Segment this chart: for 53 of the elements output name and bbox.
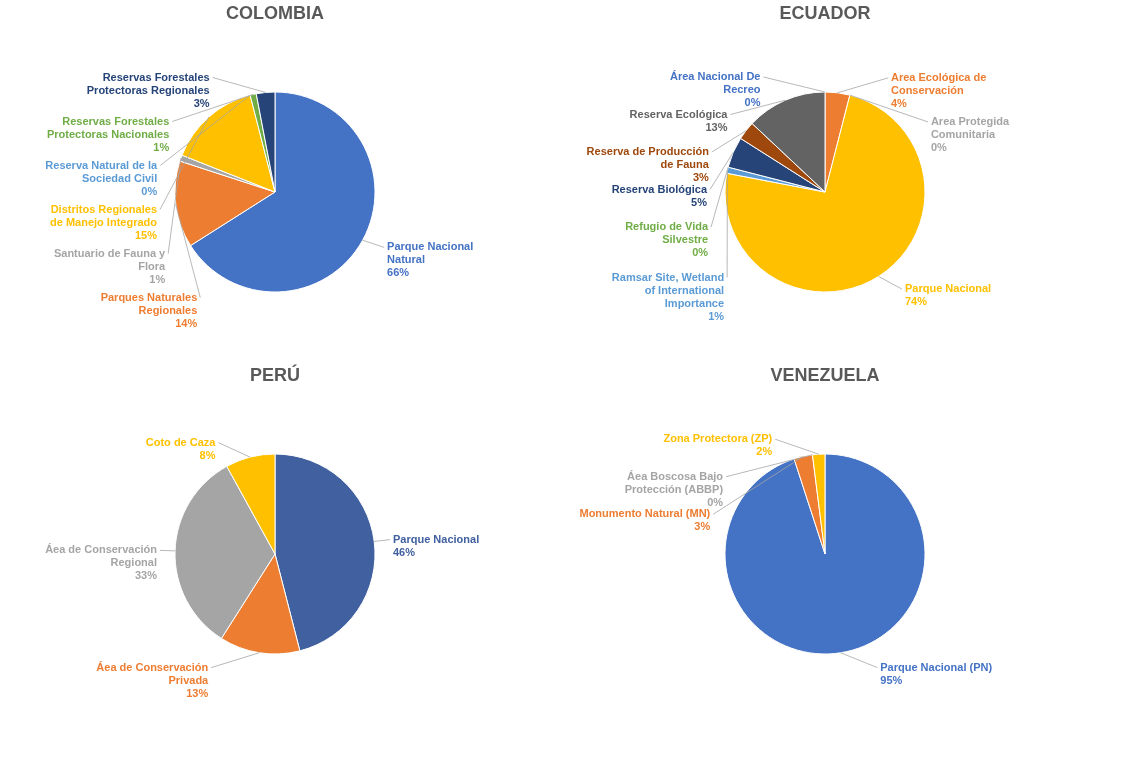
slice-label: Parques Naturales Regionales <box>100 290 198 316</box>
data-label: 1% <box>153 140 170 153</box>
text: 0% <box>744 96 761 108</box>
data-label: 46% <box>392 545 416 558</box>
data-label: 95% <box>880 673 903 686</box>
chart-title: COLOMBIA <box>226 3 324 23</box>
category-label: Áea Boscosa Bajo Protección (ABBP) <box>624 469 724 495</box>
text: 0% <box>692 246 709 258</box>
chart-title: PERÚ <box>249 364 301 385</box>
data-label: 3% <box>193 96 210 109</box>
chart-title: ECUADOR <box>779 3 871 23</box>
data-label: 66% <box>387 266 410 279</box>
data-label: 13% <box>186 686 209 699</box>
slice-label: Reservas Forestales Protectoras Nacionales <box>47 114 170 140</box>
category-label: Reserva Natural de la Sociedad Civil <box>45 158 158 184</box>
slice-label: Reserva de Producción de Fauna <box>586 145 710 170</box>
slice-label: Area Ecológica de Conservación <box>890 70 987 96</box>
slice-label: Monumento Natural (MN) <box>579 507 711 520</box>
pie-slice <box>724 453 926 655</box>
slice-label: Ramsar Site, Wetland of International Importance <box>611 270 725 309</box>
slice-label: Reserva Ecológica <box>629 107 729 120</box>
data-label: 3% <box>694 520 711 533</box>
slice-label: Reservas Forestales Protectoras Regionales <box>86 70 210 96</box>
slice-label: Parque Nacional <box>904 282 992 295</box>
slice-label: Zona Protectora (ZP) <box>663 432 773 445</box>
data-label: 14% <box>175 316 198 329</box>
category-label: Area Protegida Comunitaria <box>930 114 1010 140</box>
data-label: 15% <box>134 228 158 241</box>
slice-label: Parque Nacional Natural <box>387 240 474 266</box>
slice-label: Coto de Caza <box>145 435 217 448</box>
slice-label: Parque Nacional (PN) <box>880 660 993 673</box>
data-label: 5% <box>691 195 708 208</box>
slice-label: Áea de Conservación Privada <box>96 660 210 686</box>
slice-label: Reserva Biológica <box>611 182 708 195</box>
slice-label: Santuario de Fauna y Flora <box>53 246 167 272</box>
data-label: 3% <box>692 171 710 183</box>
data-label: 74% <box>904 295 928 308</box>
slice-label: Parque Nacional <box>392 532 480 545</box>
chart-title: VENEZUELA <box>770 365 880 385</box>
data-label: 1% <box>708 309 725 322</box>
text: 0% <box>141 184 158 197</box>
data-label: 1% <box>149 272 166 285</box>
data-label: 8% <box>199 448 216 461</box>
category-label: Área Nacional De Recreo <box>670 70 761 95</box>
data-label: 33% <box>134 569 158 582</box>
slice-label: Distritos Regionales de Manejo Integrado <box>50 202 158 228</box>
data-label: 4% <box>890 96 908 109</box>
text: 0% <box>930 140 947 153</box>
text: 0% <box>707 495 724 508</box>
data-label: 2% <box>756 445 773 458</box>
category-label: Refugio de Vida Silvestre <box>625 220 709 245</box>
slice-label: Áea de Conservación Regional <box>45 543 158 569</box>
data-label: 13% <box>705 120 728 133</box>
